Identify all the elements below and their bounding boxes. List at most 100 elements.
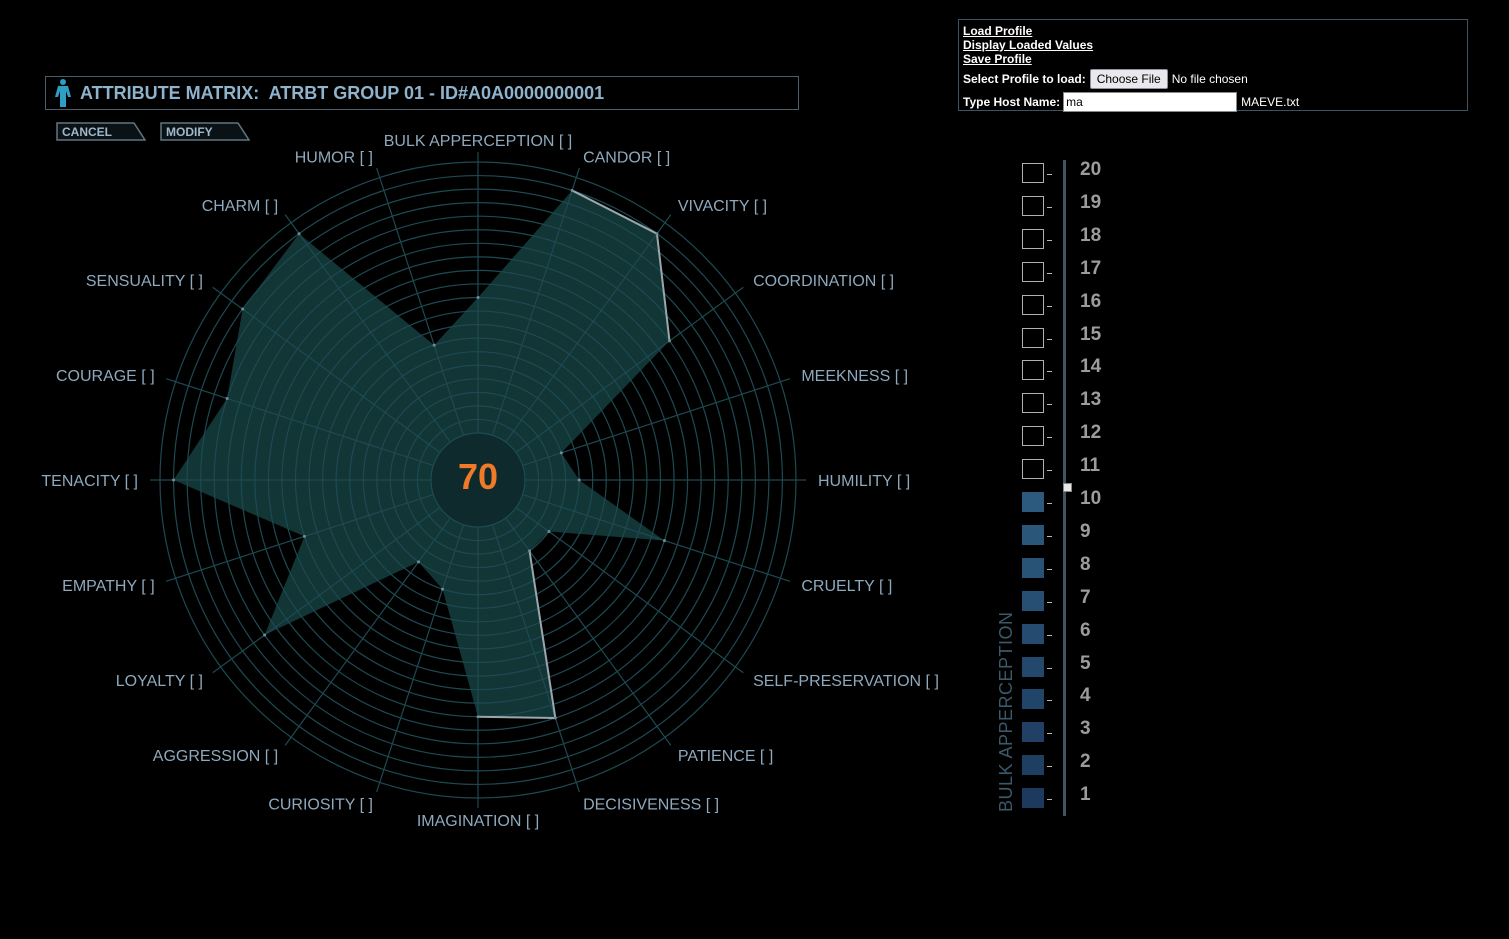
attribute-label[interactable]: HUMILITY [ ] [818,473,910,490]
radar-point[interactable] [528,549,532,553]
attribute-label[interactable]: AGGRESSION [ ] [153,748,278,765]
level-tick [1047,601,1052,603]
load-profile-link[interactable]: Load Profile [963,24,1033,38]
level-box-14[interactable] [1022,360,1044,381]
level-tick [1047,733,1052,735]
attribute-label[interactable]: CURIOSITY [ ] [268,796,373,813]
display-loaded-values-link[interactable]: Display Loaded Values [963,38,1094,52]
modify-button-label: MODIFY [166,125,213,139]
radar-point[interactable] [476,296,480,299]
radar-point[interactable] [432,343,436,347]
grid-spoke [505,214,672,443]
level-box-9[interactable] [1022,524,1044,545]
radar-point[interactable] [559,451,563,455]
level-number: 6 [1080,619,1091,641]
profile-panel: Load Profile Display Loaded Values Save … [958,19,1468,112]
level-box-6[interactable] [1022,623,1044,644]
host-name-input[interactable] [1063,92,1238,112]
radar-point[interactable] [570,188,574,192]
level-box-17[interactable] [1022,261,1044,282]
level-number: 1 [1080,784,1091,806]
level-number: 2 [1080,751,1091,773]
attribute-label[interactable]: SELF-PRESERVATION [ ] [753,673,939,690]
slider-handle[interactable] [1063,483,1072,492]
attribute-label[interactable]: PATIENCE [ ] [678,748,773,765]
level-number: 15 [1080,323,1102,345]
level-number: 3 [1080,718,1091,740]
radar-point[interactable] [662,539,666,543]
attribute-label[interactable]: DECISIVENESS [ ] [583,796,719,813]
no-file-text: No file chosen [1171,72,1248,86]
level-number: 13 [1080,389,1102,411]
level-tick [1047,470,1052,472]
grid-spoke [522,378,791,467]
level-box-13[interactable] [1022,393,1044,414]
radar-point[interactable] [553,716,557,720]
radar-point[interactable] [417,560,421,564]
level-box-20[interactable] [1022,163,1044,183]
level-number: 5 [1080,652,1091,674]
radar-point[interactable] [441,587,445,591]
level-tick [1047,371,1052,373]
grid-spoke [505,517,672,746]
level-box-2[interactable] [1022,755,1044,776]
radar-point[interactable] [241,307,245,311]
level-box-16[interactable] [1022,294,1044,315]
select-profile-row: Select Profile to load: Choose File No f… [963,69,1467,89]
level-box-4[interactable] [1022,689,1044,710]
radar-point[interactable] [302,534,306,538]
host-file-suffix: MAEVE.txt [1241,95,1300,109]
radar-point[interactable] [476,715,480,719]
level-box-8[interactable] [1022,557,1044,578]
level-number: 18 [1080,224,1102,246]
level-box-18[interactable] [1022,228,1044,249]
attribute-label[interactable]: COURAGE [ ] [56,368,155,385]
level-box-5[interactable] [1022,656,1044,677]
level-tick [1047,766,1052,768]
radar-point[interactable] [547,530,551,534]
level-box-12[interactable] [1022,426,1044,447]
cancel-button[interactable]: CANCEL [56,122,146,141]
attribute-label[interactable]: CANDOR [ ] [583,150,670,167]
human-figure-icon [55,79,71,107]
attribute-label[interactable]: EMPATHY [ ] [62,578,154,595]
attribute-label[interactable]: TENACITY [ ] [41,473,138,490]
attribute-label[interactable]: COORDINATION [ ] [753,273,894,290]
radar-point[interactable] [577,478,581,482]
level-box-11[interactable] [1022,459,1044,480]
attribute-label[interactable]: SENSUALITY [ ] [86,273,203,290]
attribute-label[interactable]: BULK APPERCEPTION [ ] [384,133,573,150]
grid-spoke [522,493,791,582]
radar-point[interactable] [655,232,659,236]
attribute-label[interactable]: MEEKNESS [ ] [801,368,908,385]
radar-point[interactable] [225,396,229,400]
attribute-label[interactable]: CRUELTY [ ] [801,578,892,595]
radar-point[interactable] [297,232,301,236]
button-frame-icon [56,122,146,141]
level-tick [1047,338,1052,340]
attribute-label[interactable]: HUMOR [ ] [295,150,373,167]
grid-spoke [376,524,465,793]
host-name-label: Type Host Name: [963,95,1061,109]
level-box-10[interactable] [1022,492,1044,512]
attribute-matrix-header: ATTRIBUTE MATRIX: ATRBT GROUP 01 - ID#A0… [45,76,799,110]
radar-point[interactable] [263,633,267,637]
attribute-label[interactable]: LOYALTY [ ] [116,673,203,690]
radar-point[interactable] [667,339,671,343]
level-box-7[interactable] [1022,590,1044,611]
attribute-label[interactable]: CHARM [ ] [202,198,278,215]
level-box-3[interactable] [1022,722,1044,743]
level-box-19[interactable] [1022,195,1044,216]
radar-point[interactable] [172,478,176,482]
attribute-radar-chart: BULK APPERCEPTION [ ] CANDOR [ ] VIVACITY … [41,133,939,830]
attribute-label[interactable]: IMAGINATION [ ] [417,813,539,830]
level-box-1[interactable] [1022,788,1044,809]
modify-button[interactable]: MODIFY [160,122,250,141]
choose-file-button[interactable]: Choose File [1089,69,1168,89]
level-box-15[interactable] [1022,327,1044,348]
level-tick [1047,634,1052,636]
attribute-label[interactable]: VIVACITY [ ] [678,198,767,215]
level-tick [1047,568,1052,570]
level-number: 17 [1080,257,1102,279]
save-profile-link[interactable]: Save Profile [963,52,1032,66]
